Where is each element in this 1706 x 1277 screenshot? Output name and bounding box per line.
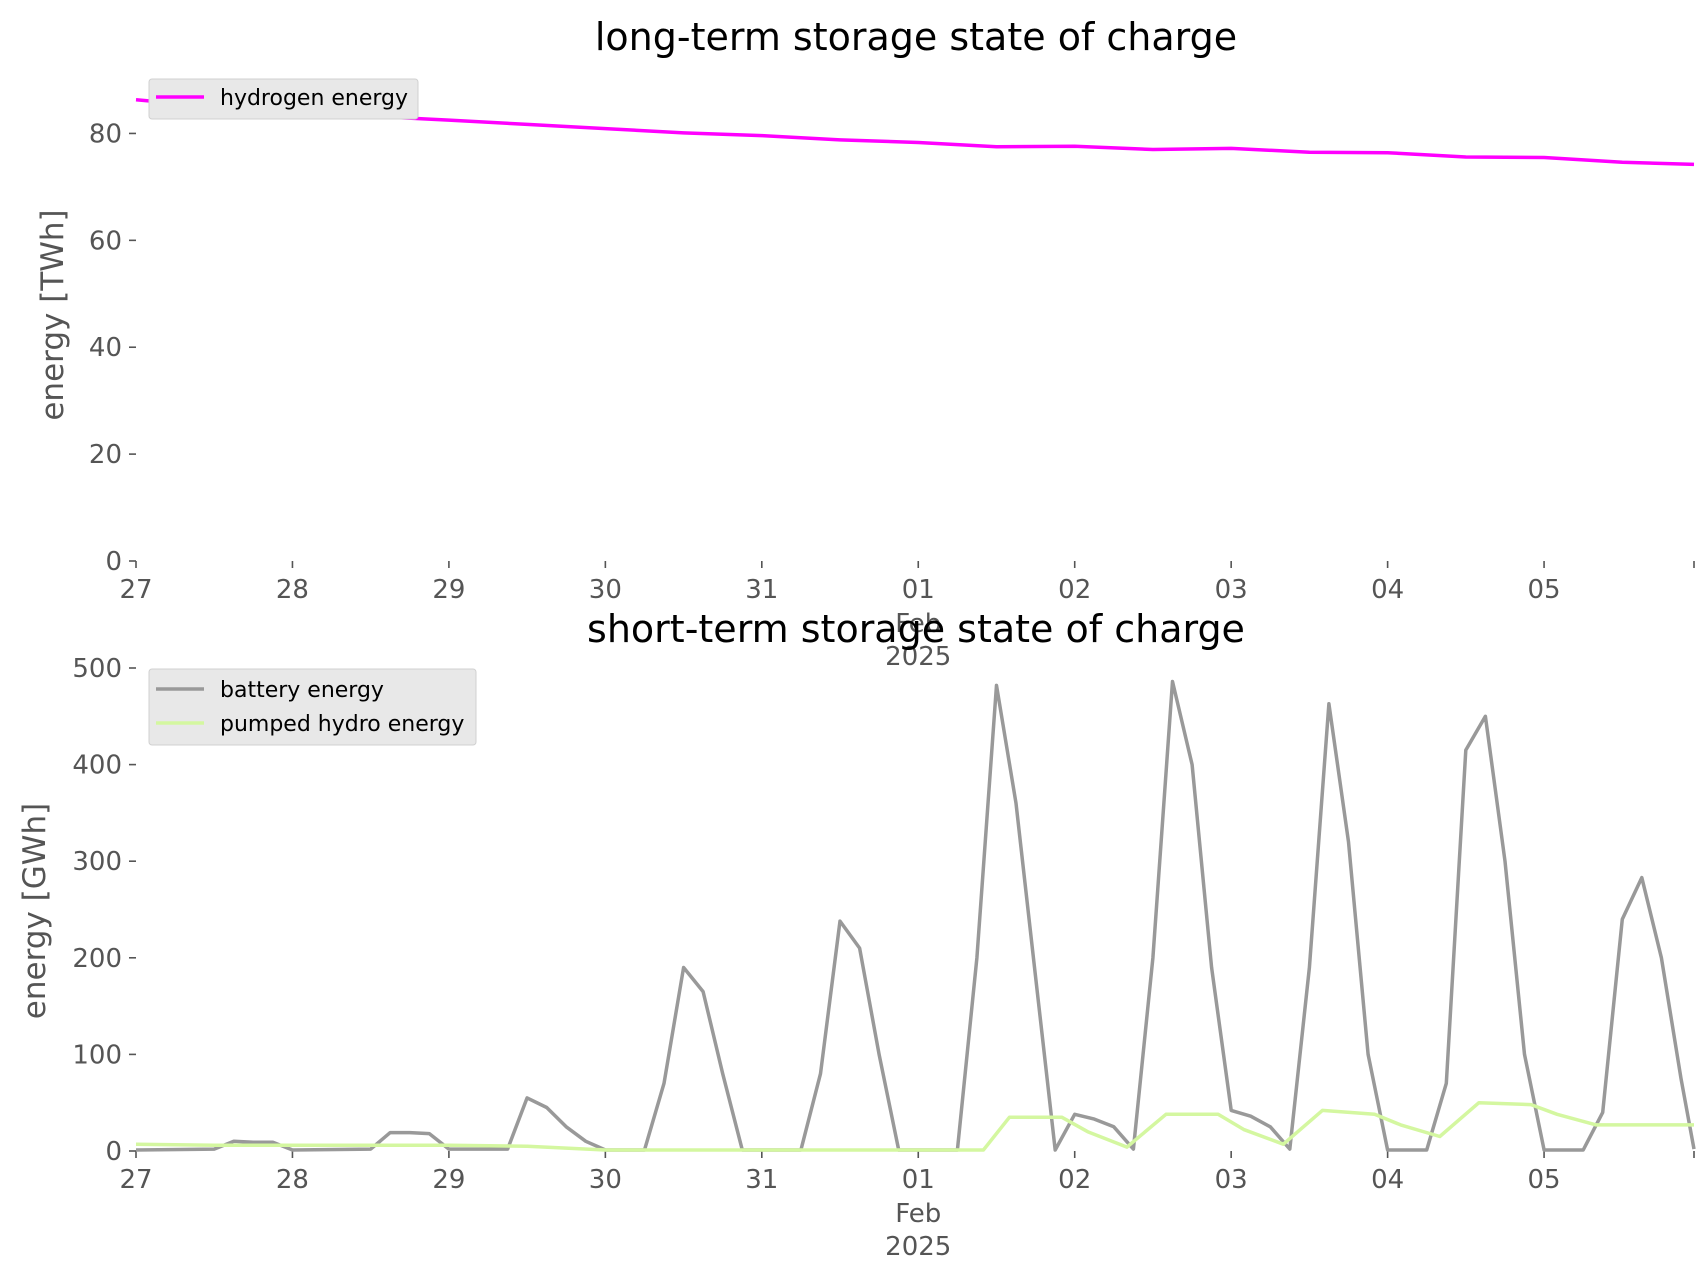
- x-tick-label: 27: [119, 575, 152, 605]
- short-term-y-axis-label: energy [GWh]: [17, 803, 53, 1019]
- pumped-hydro-energy-line: [135, 1100, 1694, 1152]
- long-term-legend-box: [148, 78, 419, 120]
- x-tick-label: 02: [1058, 1165, 1091, 1195]
- x-tick-label: 28: [276, 1165, 309, 1195]
- short-term-legend: battery energy pumped hydro energy: [148, 668, 477, 746]
- x-tick-label: 02: [1058, 575, 1091, 605]
- legend-label-pumped-hydro: pumped hydro energy: [220, 712, 464, 737]
- x-tick-label: 01: [902, 1165, 935, 1195]
- x-tick-label: 05: [1528, 575, 1561, 605]
- battery-energy-line: [135, 679, 1696, 1152]
- y-tick-label: 0: [105, 547, 122, 577]
- x-tick-label: 28: [276, 575, 309, 605]
- x-tick-label: 04: [1371, 1165, 1404, 1195]
- x-tick-label: 30: [589, 1165, 622, 1195]
- x-tick-label: 31: [745, 575, 778, 605]
- x-tick-label: 03: [1215, 575, 1248, 605]
- x-tick-year-label: 2025: [885, 1232, 951, 1262]
- y-tick-label: 500: [72, 654, 122, 684]
- y-tick-label: 400: [72, 751, 122, 781]
- long-term-chart-title: long-term storage state of charge: [595, 15, 1237, 59]
- x-tick-month-label: Feb: [895, 609, 941, 639]
- short-term-plot-area: [135, 679, 1696, 1152]
- short-term-legend-box: [148, 668, 477, 746]
- y-tick-label: 0: [105, 1137, 122, 1167]
- y-tick-label: 40: [89, 333, 122, 363]
- y-tick-label: 20: [89, 440, 122, 470]
- y-tick-label: 60: [89, 226, 122, 256]
- x-tick-label: 30: [589, 575, 622, 605]
- legend-label-hydrogen: hydrogen energy: [220, 86, 408, 111]
- short-term-chart-title: short-term storage state of charge: [587, 607, 1245, 651]
- legend-label-battery: battery energy: [220, 678, 384, 703]
- long-term-legend: hydrogen energy: [148, 78, 419, 120]
- x-tick-label: 29: [432, 575, 465, 605]
- x-tick-label: 29: [432, 1165, 465, 1195]
- y-tick-label: 80: [89, 119, 122, 149]
- x-tick-year-label: 2025: [885, 642, 951, 672]
- y-tick-label: 200: [72, 944, 122, 974]
- x-tick-label: 27: [119, 1165, 152, 1195]
- y-tick-label: 300: [72, 847, 122, 877]
- long-term-y-axis-label: energy [TWh]: [35, 209, 71, 420]
- x-tick-label: 04: [1371, 575, 1404, 605]
- x-tick-label: 31: [745, 1165, 778, 1195]
- y-tick-label: 100: [72, 1040, 122, 1070]
- x-tick-label: 01: [902, 575, 935, 605]
- x-tick-month-label: Feb: [895, 1199, 941, 1229]
- x-tick-label: 05: [1528, 1165, 1561, 1195]
- short-term-storage-panel: short-term storage state of charge energ…: [17, 607, 1696, 1262]
- long-term-storage-panel: long-term storage state of charge energy…: [35, 15, 1695, 672]
- x-tick-label: 03: [1215, 1165, 1248, 1195]
